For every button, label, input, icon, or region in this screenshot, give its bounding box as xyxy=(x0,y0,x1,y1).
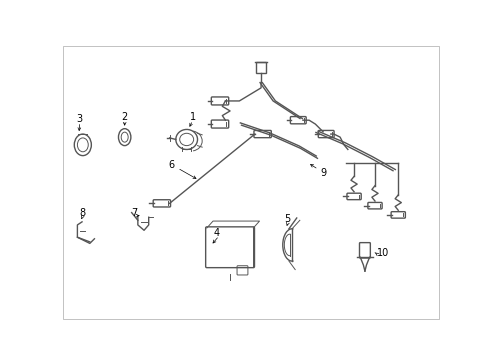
Bar xyxy=(256,62,265,73)
Text: 8: 8 xyxy=(80,208,86,217)
Text: 3: 3 xyxy=(77,114,82,123)
Text: 1: 1 xyxy=(189,112,196,122)
Text: 2: 2 xyxy=(122,112,127,122)
Text: 6: 6 xyxy=(168,160,174,170)
Text: 7: 7 xyxy=(131,208,138,217)
Text: 5: 5 xyxy=(284,214,290,224)
Text: 4: 4 xyxy=(213,228,219,238)
Text: 10: 10 xyxy=(376,248,388,258)
Text: 9: 9 xyxy=(319,167,325,177)
